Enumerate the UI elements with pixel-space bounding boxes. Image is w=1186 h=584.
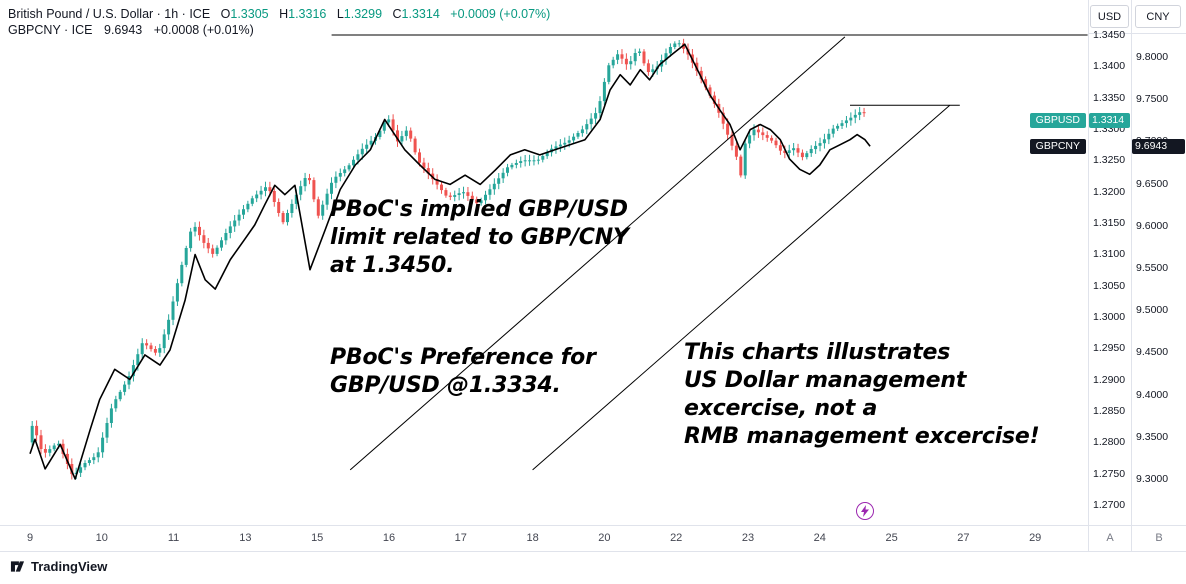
time-axis-label: 16 (382, 532, 396, 544)
time-axis-label: 27 (957, 532, 970, 544)
annotation-commentary-text[interactable]: This charts illustrates US Dollar manage… (684, 340, 1040, 449)
cny-scale-tick: 9.3000 (1136, 473, 1169, 485)
time-axis-label: 18 (526, 532, 539, 544)
time-axis-label: 10 (95, 532, 108, 544)
footer-separator (0, 551, 1186, 552)
cny-price-scale[interactable]: 9.80009.75009.70009.65009.60009.55009.50… (1132, 0, 1186, 525)
scale-separator (1088, 0, 1089, 551)
legend-row-gbpcny[interactable]: GBPCNY · ICE 9.6943 +0.0008 (+0.01%) (8, 22, 550, 38)
brand-name: TradingView (31, 559, 108, 574)
gbpcny-price-badge: 9.6943 (1132, 139, 1185, 155)
usd-scale-tick: 1.2950 (1093, 342, 1126, 355)
time-axis-label: 15 (311, 532, 324, 544)
cny-scale-tick: 9.5500 (1136, 262, 1169, 274)
price-scale-b-button[interactable]: B (1155, 532, 1163, 544)
usd-scale-tick: 1.2900 (1093, 373, 1126, 386)
time-axis-label: 24 (813, 532, 826, 544)
usd-scale-tick: 1.3400 (1093, 60, 1126, 73)
legend-row-gbpusd[interactable]: British Pound / U.S. Dollar · 1h · ICE O… (8, 6, 550, 22)
usd-scale-tick: 1.3200 (1093, 185, 1126, 198)
usd-scale-tick: 1.3100 (1093, 248, 1126, 261)
time-axis-separator (0, 525, 1186, 526)
gbpcny-series-label-badge: GBPCNY (1029, 139, 1086, 155)
ohlc-high-value: 1.3316 (288, 7, 327, 21)
cny-scale-tick: 9.6000 (1136, 219, 1169, 232)
chart-pane[interactable]: British Pound / U.S. Dollar · 1h · ICE O… (0, 0, 1088, 525)
gbpusd-series-label-badge: GBPUSD (1029, 113, 1086, 129)
scale-column-separator (1131, 0, 1132, 551)
annotation-limit-text[interactable]: PBoC's implied GBP/USD limit related to … (330, 197, 629, 278)
cny-scale-tick: 9.3500 (1136, 430, 1169, 443)
ohlc-open-value: 1.3305 (230, 7, 269, 21)
annotation-preference-text[interactable]: PBoC's Preference for GBP/USD @1.3334. (330, 345, 596, 398)
gbpcny-line-series (29, 43, 871, 480)
time-axis-label: 13 (239, 532, 252, 544)
symbol2-title: GBPCNY · ICE (8, 23, 93, 37)
ohlc-high-label: H (279, 7, 289, 21)
tradingview-logo[interactable]: TradingView (10, 559, 107, 574)
price-scale-a-button[interactable]: A (1106, 532, 1114, 544)
usd-scale-tick: 1.3350 (1093, 91, 1126, 104)
ohlc-low-label: L (336, 7, 344, 21)
usd-scale-tick: 1.2700 (1093, 499, 1126, 511)
time-axis-label: 17 (454, 532, 467, 544)
gbpcny-change: +0.0008 (+0.01%) (153, 23, 254, 37)
economic-event-icon[interactable] (856, 502, 874, 520)
symbol-title: British Pound / U.S. Dollar · 1h · ICE (8, 7, 211, 21)
time-axis-label: 22 (670, 532, 683, 544)
time-axis-label: 23 (741, 532, 755, 544)
usd-scale-tick: 1.2850 (1093, 405, 1126, 417)
ascending-trendline-lower[interactable] (532, 104, 951, 471)
chart-canvas (29, 34, 1088, 480)
usd-scale-tick: 1.2800 (1093, 436, 1126, 449)
gbpusd-candlestick-series (30, 38, 866, 480)
legend: British Pound / U.S. Dollar · 1h · ICE O… (8, 6, 550, 38)
time-axis-label: 9 (26, 532, 34, 544)
time-axis-label: 20 (598, 532, 611, 544)
ohlc-close-value: 1.3314 (401, 7, 440, 21)
ascending-trendline-upper[interactable] (349, 36, 846, 471)
cny-scale-tick: 9.7500 (1136, 93, 1169, 106)
cny-scale-tick: 9.6500 (1136, 177, 1169, 190)
usd-price-scale[interactable]: 1.3450 1.3400 1.3350 1.3300 1.3250 1.3200 1.31… (1089, 0, 1131, 525)
ohlc-low-value: 1.3299 (343, 7, 383, 21)
ohlc-open-label: O (220, 7, 231, 21)
cny-scale-tick: 9.8000 (1136, 51, 1169, 63)
time-axis-label: 11 (167, 532, 180, 544)
usd-scale-tick: 1.2750 (1093, 467, 1126, 480)
usd-scale-tick: 1.3250 (1093, 154, 1126, 167)
cny-scale-tick: 9.4000 (1136, 388, 1169, 401)
scale-tab-cny[interactable]: CNY (1135, 5, 1181, 28)
cny-scale-tick: 9.5000 (1136, 304, 1169, 317)
time-axis[interactable]: 9 10 11 13 15 16 17 18 20 22 23 24 25 27 29 (0, 525, 1088, 551)
footer: TradingView (0, 552, 1186, 584)
tradingview-mark-icon (10, 561, 25, 572)
ohlc-close-label: C (392, 7, 402, 21)
time-axis-label: 25 (885, 532, 898, 544)
scale-tabs-separator (1088, 33, 1186, 34)
gbpcny-price: 9.6943 (104, 23, 143, 37)
cny-scale-tick: 9.4500 (1136, 346, 1169, 359)
usd-scale-tick: 1.3150 (1093, 217, 1126, 229)
gbpusd-change: +0.0009 (+0.07%) (450, 7, 551, 21)
gbpusd-price-badge: 1.3314 (1089, 113, 1130, 129)
scale-tab-usd[interactable]: USD (1090, 5, 1129, 28)
lightning-icon (861, 505, 869, 517)
usd-scale-tick: 1.3450 (1093, 29, 1126, 41)
usd-scale-tick: 1.3000 (1093, 311, 1126, 323)
time-axis-label: 29 (1029, 532, 1042, 544)
usd-scale-tick: 1.3050 (1093, 279, 1126, 292)
